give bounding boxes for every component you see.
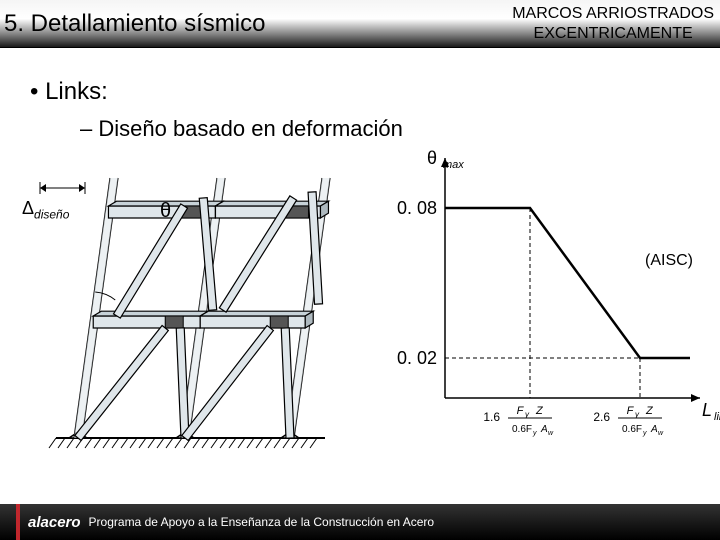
svg-text:max: max (443, 159, 464, 171)
frame-svg (30, 148, 370, 468)
content-area: • Links: – Diseño basado en deformación … (0, 48, 720, 478)
svg-text:y: y (642, 430, 647, 437)
svg-text:(AISC): (AISC) (645, 252, 693, 269)
svg-text:L: L (702, 400, 712, 420)
bullet-sub: – Diseño basado en deformación (80, 116, 700, 142)
footer-text: Programa de Apoyo a la Enseñanza de la C… (89, 515, 435, 529)
diagram-area: Δdiseño θ θmaxLlink0. 080. 02(AISC)1.6Fy… (30, 148, 710, 478)
svg-text:F: F (627, 405, 635, 417)
svg-text:link: link (714, 411, 720, 423)
svg-text:0.6F: 0.6F (622, 424, 642, 435)
svg-text:y: y (532, 430, 537, 437)
svg-text:0. 08: 0. 08 (397, 198, 437, 218)
svg-text:A: A (650, 424, 658, 435)
slide-subtitle: MARCOS ARRIOSTRADOS EXCENTRICAMENTE (512, 4, 714, 42)
svg-text:0. 02: 0. 02 (397, 348, 437, 368)
chart: θmaxLlink0. 080. 02(AISC)1.6FyZ0.6FyAw2.… (390, 148, 720, 448)
svg-text:F: F (517, 405, 525, 417)
slide-header: 5. Detallamiento sísmico MARCOS ARRIOSTR… (0, 0, 720, 48)
footer-logo: alacero (28, 514, 81, 531)
svg-text:w: w (548, 430, 554, 437)
chart-svg: θmaxLlink0. 080. 02(AISC)1.6FyZ0.6FyAw2.… (390, 148, 720, 448)
svg-text:w: w (658, 430, 664, 437)
svg-text:Z: Z (645, 405, 654, 417)
svg-text:2.6: 2.6 (593, 410, 610, 424)
delta-label: Δdiseño (22, 198, 69, 222)
frame-diagram: Δdiseño θ (30, 148, 370, 478)
bullet-main: • Links: (30, 78, 700, 106)
footer: alacero Programa de Apoyo a la Enseñanza… (0, 504, 720, 540)
slide-title: 5. Detallamiento sísmico (4, 10, 265, 38)
svg-text:θ: θ (427, 148, 437, 168)
svg-text:A: A (540, 424, 548, 435)
svg-text:1.6: 1.6 (483, 410, 500, 424)
svg-text:0.6F: 0.6F (512, 424, 532, 435)
theta-label: θ (160, 200, 171, 223)
svg-text:Z: Z (535, 405, 544, 417)
footer-accent (16, 504, 20, 540)
